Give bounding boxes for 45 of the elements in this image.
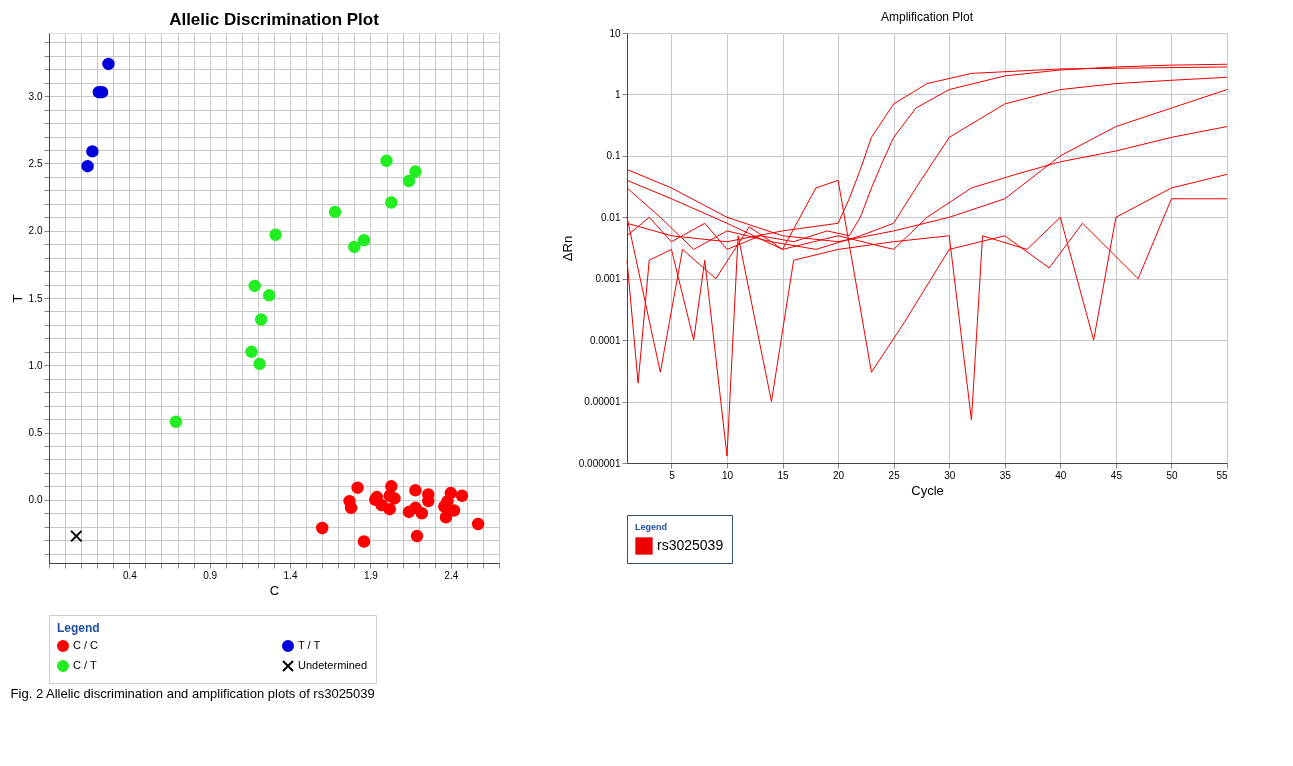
x-tick-label: 35 bbox=[999, 469, 1012, 481]
y-tick-label: 1.5 bbox=[28, 292, 43, 304]
y-tick-label: 0.1 bbox=[606, 150, 621, 162]
y-tick-label: 0.01 bbox=[601, 211, 621, 223]
x-tick-label: 50 bbox=[1166, 469, 1178, 481]
legend-label: C / T bbox=[73, 659, 97, 671]
y-tick-label: 1.0 bbox=[28, 359, 43, 371]
y-tick-label: 0.001 bbox=[595, 273, 621, 285]
y-tick-label: 3.0 bbox=[28, 90, 43, 102]
y-axis-title: ΔRn bbox=[559, 235, 575, 262]
x-axis-title: Cycle bbox=[911, 482, 944, 498]
x-tick-label: 40 bbox=[1055, 469, 1067, 481]
legend-title: Legend bbox=[635, 522, 668, 532]
y-tick-label: 1 bbox=[614, 88, 621, 100]
y-tick-label: 2.0 bbox=[28, 225, 43, 237]
x-tick-label: 25 bbox=[888, 469, 901, 481]
y-tick-label: 2.5 bbox=[28, 157, 43, 169]
legend-label: T / T bbox=[298, 639, 321, 651]
x-tick-label: 1.9 bbox=[363, 569, 379, 581]
x-tick-label: 45 bbox=[1110, 469, 1123, 481]
caption: Fig. 2 Allelic discrimination and amplification plots of rs3025039 bbox=[10, 686, 375, 701]
x-tick-label: 1.4 bbox=[283, 569, 298, 581]
legend-label: rs3025039 bbox=[657, 537, 724, 553]
x-tick-label: 0.4 bbox=[122, 569, 138, 581]
y-tick-label: 10 bbox=[609, 27, 621, 39]
x-axis-title: C bbox=[269, 582, 280, 598]
legend-label: Undetermined bbox=[298, 659, 368, 671]
x-tick-label: 10 bbox=[721, 469, 734, 481]
chart-title: Amplification Plot bbox=[880, 10, 974, 24]
x-tick-label: 20 bbox=[833, 469, 845, 481]
y-tick-label: 0.0001 bbox=[589, 334, 621, 346]
legend-label: C / C bbox=[73, 639, 99, 651]
x-tick-label: 2.4 bbox=[444, 569, 459, 581]
x-tick-label: 0.9 bbox=[203, 569, 218, 581]
chart-title: Allelic Discrimination Plot bbox=[169, 10, 380, 29]
y-tick-label: 0.5 bbox=[28, 427, 43, 439]
x-tick-label: 30 bbox=[944, 469, 956, 481]
y-tick-label: 0.0 bbox=[28, 494, 43, 506]
x-tick-label: 5 bbox=[669, 469, 676, 481]
legend-title: Legend bbox=[57, 621, 100, 635]
y-tick-label: 0.000001 bbox=[578, 457, 621, 469]
x-tick-label: 15 bbox=[777, 469, 790, 481]
y-tick-label: 0.00001 bbox=[584, 396, 621, 408]
y-axis-title: T bbox=[9, 294, 25, 303]
x-tick-label: 55 bbox=[1216, 469, 1228, 481]
